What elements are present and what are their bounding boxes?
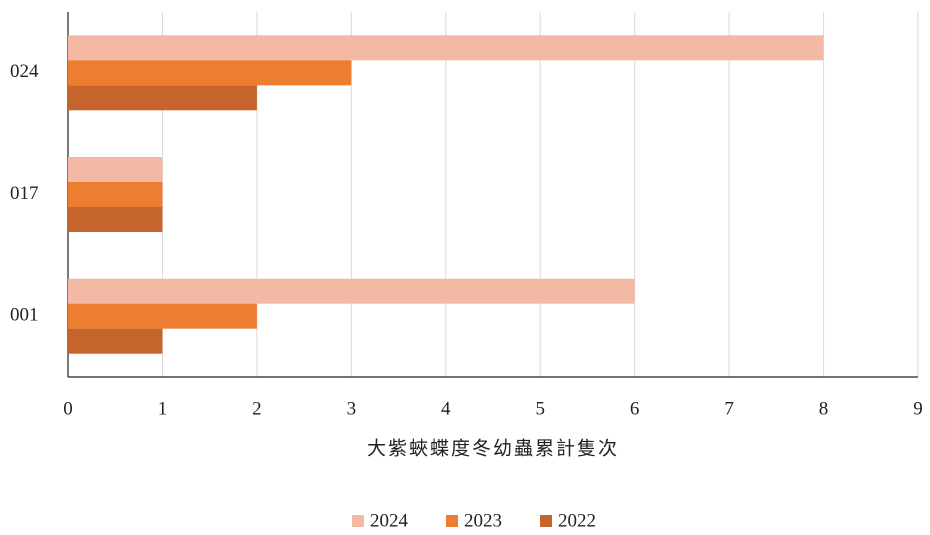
- bar: [68, 60, 352, 86]
- bar: [68, 35, 824, 61]
- bar: [68, 182, 163, 207]
- bar: [68, 207, 163, 232]
- x-tick-label: 9: [913, 398, 923, 419]
- bar: [68, 85, 257, 111]
- x-tick-label: 7: [724, 398, 734, 419]
- x-tick-label: 2: [252, 398, 262, 419]
- y-tick-label: 024: [10, 61, 39, 82]
- legend-label: 2023: [464, 510, 502, 531]
- bar: [68, 328, 163, 354]
- x-tick-label: 6: [630, 398, 640, 419]
- x-axis-label: 大紫蛺蝶度冬幼蟲累計隻次: [367, 437, 619, 459]
- x-tick-label: 5: [535, 398, 545, 419]
- y-tick-label: 017: [10, 183, 39, 204]
- x-tick-label: 0: [63, 398, 73, 419]
- legend-swatch: [352, 515, 364, 527]
- legend-swatch: [540, 515, 552, 527]
- x-tick-label: 8: [819, 398, 829, 419]
- legend-swatch: [446, 515, 458, 527]
- y-tick-label: 001: [10, 305, 39, 326]
- bar: [68, 278, 635, 304]
- x-tick-label: 1: [158, 398, 168, 419]
- bar: [68, 157, 163, 182]
- x-tick-label: 3: [347, 398, 357, 419]
- x-tick-label: 4: [441, 398, 451, 419]
- bar: [68, 303, 257, 329]
- legend-label: 2024: [370, 510, 409, 531]
- legend-label: 2022: [558, 510, 596, 531]
